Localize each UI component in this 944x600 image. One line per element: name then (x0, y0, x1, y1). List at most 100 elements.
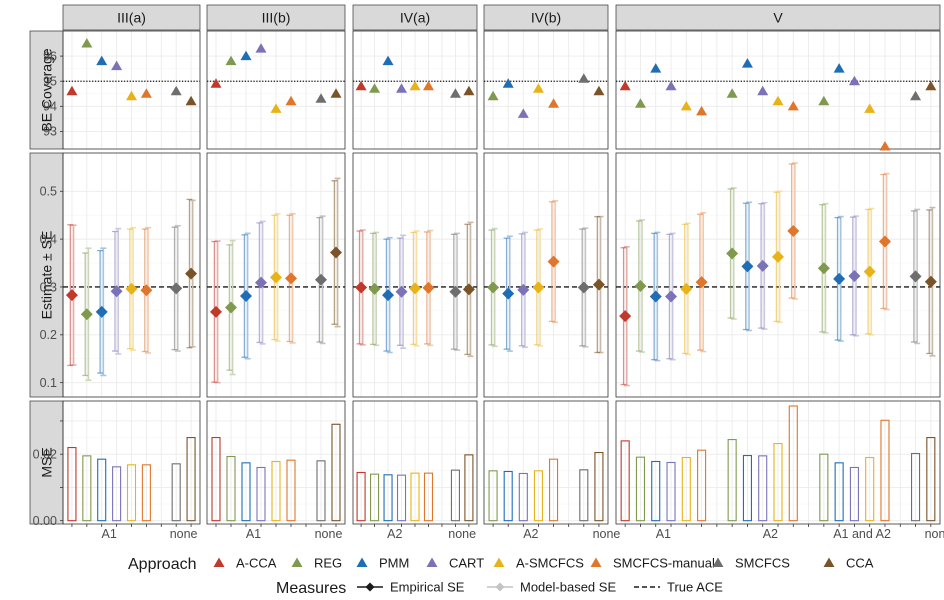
legend-approach-label: CCA (846, 556, 874, 571)
mse-bar (126, 464, 137, 522)
mse-bar (271, 460, 281, 522)
coverage-triangle (650, 63, 662, 73)
estimate-diamond (80, 308, 93, 321)
facet-strip-label: III(a) (117, 10, 146, 26)
coverage-triangle (848, 75, 860, 86)
coverage-triangle (170, 85, 182, 96)
mse-bar (464, 454, 474, 522)
legend-approach-key (823, 557, 835, 567)
row-strip-label: Estimate ± SE (39, 231, 55, 320)
estimate-diamond (449, 285, 462, 298)
mse-bar (742, 454, 752, 522)
legend-measure-diamond (365, 582, 375, 592)
coverage-triangle (355, 80, 367, 91)
y-tick-label: 94 (43, 100, 57, 114)
mse-bar (579, 469, 589, 522)
mse-bar (594, 451, 604, 522)
x-group-label: A1 (102, 527, 117, 541)
coverage-triangle (879, 140, 891, 151)
mse-bar (171, 463, 181, 522)
mse-bar (488, 470, 498, 522)
estimate-diamond (210, 305, 222, 318)
mse-bar (651, 460, 661, 522)
legend-measure-label: Empirical SE (390, 580, 465, 595)
facet-strips: III(a) III(b) IV(a) IV(b) V BE Coverage Estima… (29, 4, 941, 525)
mse-bar (286, 459, 296, 522)
coverage-triangle (864, 103, 876, 113)
estimate-diamond (517, 283, 530, 296)
panel-border (615, 400, 941, 525)
mse-bar (67, 446, 77, 522)
coverage-triangle (96, 55, 108, 66)
row-strip-label: BE Coverage (39, 48, 55, 131)
estimate-diamond (619, 310, 632, 323)
estimate-diamond (680, 282, 693, 295)
estimate-diamond (726, 247, 739, 260)
legend-approach-key (426, 557, 438, 567)
coverage-triangle (449, 88, 461, 98)
facet-strip-label: III(b) (262, 10, 291, 26)
estimate-diamond (125, 282, 138, 295)
estimate-diamond (422, 281, 435, 294)
panel-border (352, 400, 478, 525)
mse-bar (518, 472, 528, 522)
estimate-diamond (787, 224, 800, 237)
estimate-diamond (577, 281, 590, 294)
coverage-triangle (787, 100, 799, 111)
y-tick-label: 0.2 (40, 328, 57, 342)
mse-bar (256, 466, 266, 522)
coverage-triangle (240, 50, 252, 61)
legend-approach-key (291, 557, 303, 567)
panel-border (352, 152, 478, 398)
legend-measures-title: Measures (276, 580, 346, 597)
mse-bar (865, 456, 875, 522)
estimate-diamond (330, 246, 342, 259)
panel-border (483, 152, 609, 398)
coverage-triangle (369, 83, 381, 93)
legend-approach-label: PMM (379, 556, 409, 571)
mse-bar (880, 419, 890, 522)
estimate-diamond (649, 290, 662, 303)
x-group-label: none (448, 527, 476, 541)
mse-bar (910, 452, 921, 522)
coverage-triangle (696, 105, 708, 116)
coverage-triangle (634, 98, 646, 108)
coverage-triangle (726, 88, 738, 98)
y-tick-label: 95 (43, 75, 57, 89)
facet-strip-label: V (773, 10, 783, 26)
legend-approach-key (356, 557, 368, 567)
legend-measure-label: Model-based SE (520, 580, 616, 595)
legend-approach-label: SMCFCS (735, 556, 790, 571)
panel-border (615, 30, 941, 150)
mse-bar (141, 464, 151, 522)
legend-measure-diamond (495, 582, 505, 592)
coverage-triangle (210, 78, 222, 88)
estimate-diamond (695, 276, 708, 289)
y-tick-label: 96 (43, 49, 57, 63)
estimate-diamond (382, 289, 395, 302)
coverage-triangle (255, 43, 267, 53)
panel-border (62, 30, 201, 150)
coverage-triangle (409, 80, 421, 91)
facet-strip-label: IV(a) (400, 10, 430, 26)
estimate-diamond (255, 276, 267, 289)
mse-bar (926, 437, 936, 522)
mse-bar (82, 455, 92, 522)
mse-bar (112, 466, 122, 522)
coverage-triangle (578, 73, 590, 83)
coverage-triangle (680, 100, 692, 111)
coverage-triangle (66, 85, 78, 96)
y-tick-label: 93 (43, 125, 57, 139)
estimate-diamond (592, 278, 605, 291)
x-group-label: A2 (387, 527, 402, 541)
coverage-triangle (330, 88, 342, 98)
estimate-diamond (225, 301, 237, 314)
legend-approach-key (213, 557, 225, 567)
estimate-diamond (270, 271, 282, 284)
facet-strip-3 (483, 4, 609, 31)
estimate-diamond (140, 284, 153, 297)
legend-approach-label: REG (314, 556, 342, 571)
mse-bar (697, 449, 707, 522)
estimate-diamond (833, 272, 846, 285)
panel-border (206, 400, 346, 525)
